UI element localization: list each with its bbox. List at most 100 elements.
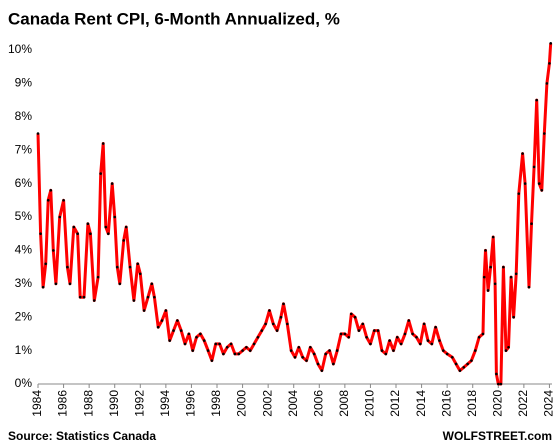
data-point <box>107 232 110 236</box>
data-point <box>445 352 449 356</box>
data-point <box>399 342 403 346</box>
data-point <box>353 315 357 319</box>
x-tick-label: 2024 <box>542 390 556 417</box>
data-point <box>44 262 47 266</box>
data-point <box>395 335 399 339</box>
data-point <box>312 352 316 356</box>
data-point <box>132 299 136 302</box>
data-point <box>293 355 297 359</box>
x-tick-label: 1998 <box>209 390 223 417</box>
data-point <box>411 332 414 336</box>
data-point <box>72 225 76 229</box>
data-point <box>335 349 339 352</box>
data-point <box>514 272 518 276</box>
y-tick-label: 4% <box>15 243 33 257</box>
data-point <box>229 342 233 346</box>
data-point <box>66 265 69 269</box>
x-tick-label: 2010 <box>363 390 377 417</box>
data-point <box>176 319 179 322</box>
data-point <box>527 285 531 289</box>
data-point <box>545 82 549 85</box>
data-point <box>507 345 510 349</box>
data-point <box>343 332 347 336</box>
data-point <box>473 349 477 352</box>
data-point <box>316 362 320 366</box>
data-point <box>118 282 122 286</box>
data-point <box>89 232 92 236</box>
x-tick-label: 2018 <box>465 390 479 417</box>
data-point <box>419 342 422 346</box>
data-point <box>495 372 498 376</box>
data-point <box>434 325 437 329</box>
y-tick-label: 5% <box>15 209 33 223</box>
data-point <box>237 352 241 356</box>
data-point <box>543 132 546 135</box>
data-point <box>179 329 183 332</box>
data-point <box>493 282 497 286</box>
data-point <box>191 349 195 352</box>
data-point <box>430 342 434 346</box>
data-point <box>491 235 495 239</box>
data-point <box>517 192 521 195</box>
credit: WOLFSTREET.com <box>443 429 552 443</box>
data-point <box>122 239 125 242</box>
data-point <box>49 188 53 192</box>
data-point <box>384 352 388 356</box>
x-tick-label: 2012 <box>388 390 402 417</box>
x-tick-label: 2014 <box>414 390 428 417</box>
x-tick-label: 1996 <box>184 390 198 417</box>
data-point <box>282 302 285 306</box>
data-point <box>124 225 128 229</box>
data-point <box>489 265 492 269</box>
data-point <box>458 369 462 372</box>
x-tick-label: 2020 <box>490 390 504 417</box>
data-point <box>150 282 154 286</box>
data-point <box>252 342 256 346</box>
data-point <box>264 322 267 326</box>
data-point <box>271 322 275 326</box>
data-point <box>52 249 55 252</box>
x-tick-label: 2004 <box>286 390 300 417</box>
x-tick-label: 1994 <box>158 390 172 417</box>
data-point <box>496 382 500 386</box>
data-point <box>54 282 58 286</box>
data-point <box>199 332 202 336</box>
x-tick-label: 1990 <box>107 390 121 417</box>
y-tick-label: 2% <box>15 309 33 323</box>
data-point <box>369 342 372 346</box>
data-point <box>466 362 469 366</box>
data-point <box>486 289 490 292</box>
data-point <box>549 42 553 45</box>
data-point <box>260 329 264 332</box>
y-tick-label: 10% <box>8 42 32 56</box>
data-point <box>504 349 508 352</box>
data-point <box>530 222 533 225</box>
data-point <box>156 325 160 329</box>
data-point <box>502 265 505 269</box>
data-point <box>160 319 164 322</box>
data-point <box>548 62 551 65</box>
data-point <box>347 335 351 339</box>
data-point <box>138 272 142 276</box>
data-point <box>392 349 395 352</box>
data-point <box>36 132 40 135</box>
y-tick-label: 6% <box>15 176 33 190</box>
data-point <box>58 215 62 219</box>
x-tick-label: 2002 <box>260 390 274 417</box>
data-point <box>96 275 100 279</box>
data-point <box>332 362 335 366</box>
data-point <box>92 299 96 302</box>
data-point <box>110 182 114 185</box>
y-tick-label: 3% <box>15 276 33 290</box>
data-point <box>376 329 380 332</box>
data-point <box>442 349 445 352</box>
data-point <box>297 345 301 349</box>
y-tick-label: 8% <box>15 109 33 123</box>
data-point <box>279 315 283 319</box>
x-tick-label: 2008 <box>337 390 351 417</box>
data-point <box>275 329 279 332</box>
data-point <box>509 275 513 279</box>
data-point <box>324 352 327 356</box>
data-point <box>521 152 524 155</box>
